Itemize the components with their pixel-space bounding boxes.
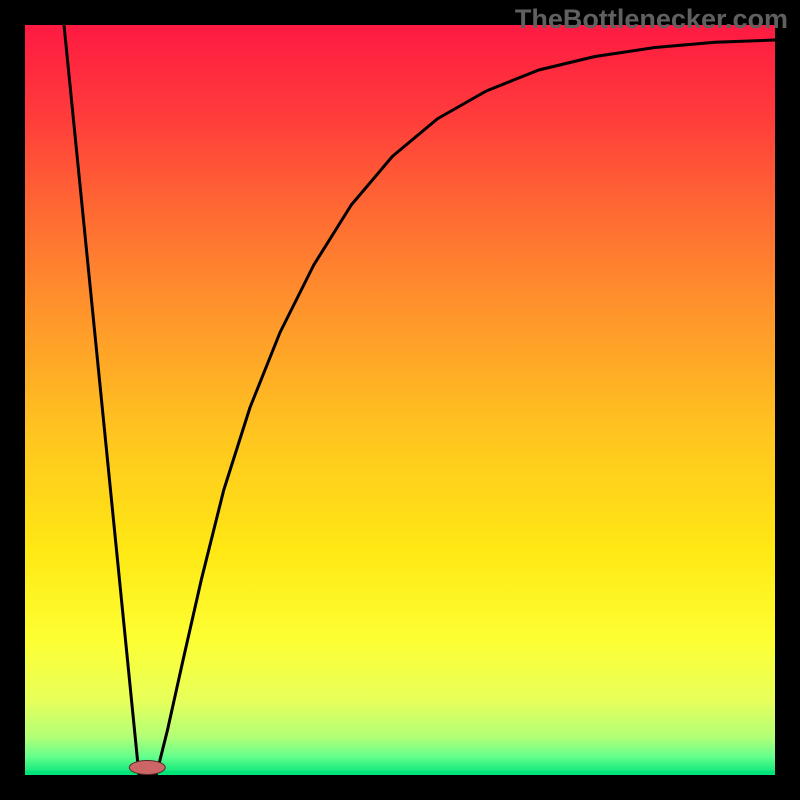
watermark-text: TheBottlenecker.com	[515, 4, 788, 35]
plot-gradient-background	[25, 25, 775, 775]
chart-container: TheBottlenecker.com	[0, 0, 800, 800]
optimal-marker	[129, 761, 165, 775]
bottleneck-chart	[0, 0, 800, 800]
